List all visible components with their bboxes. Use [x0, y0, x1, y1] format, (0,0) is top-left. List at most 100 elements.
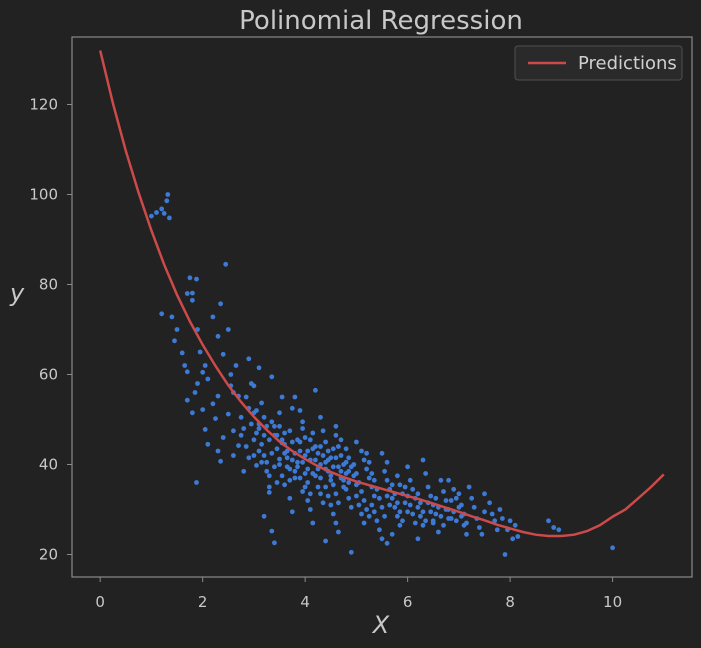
- scatter-point: [272, 464, 277, 470]
- scatter-point: [397, 509, 403, 515]
- scatter-point: [310, 446, 316, 452]
- scatter-point: [333, 455, 339, 461]
- scatter-point: [325, 448, 331, 454]
- scatter-point: [149, 213, 154, 219]
- scatter-point: [464, 520, 469, 526]
- scatter-point: [423, 471, 428, 476]
- scatter-point: [453, 495, 459, 501]
- scatter-point: [264, 468, 270, 474]
- scatter-point: [348, 504, 354, 510]
- scatter-point: [154, 210, 159, 215]
- scatter-point: [282, 430, 287, 436]
- scatter-point: [251, 383, 257, 389]
- scatter-point: [195, 381, 200, 386]
- scatter-point: [338, 437, 344, 443]
- scatter-point: [261, 414, 267, 420]
- scatter-point: [323, 538, 328, 544]
- scatter-point: [194, 480, 199, 485]
- scatter-point: [277, 462, 282, 467]
- scatter-point: [287, 495, 293, 501]
- scatter-point: [471, 504, 477, 510]
- scatter-point: [359, 511, 364, 517]
- scatter-point: [277, 456, 282, 462]
- scatter-point: [423, 518, 428, 524]
- scatter-point: [269, 528, 275, 534]
- scatter-point: [307, 437, 313, 443]
- y-tick-label: 20: [39, 546, 58, 564]
- scatter-point: [389, 495, 395, 501]
- scatter-point: [284, 464, 290, 470]
- scatter-point: [261, 513, 267, 519]
- scatter-point: [248, 421, 254, 427]
- legend-label-predictions: Predictions: [578, 53, 677, 74]
- scatter-point: [346, 468, 352, 474]
- scatter-point: [292, 394, 298, 400]
- scatter-point: [274, 446, 280, 452]
- scatter-point: [410, 486, 416, 492]
- scatter-point: [159, 311, 165, 317]
- scatter-point: [205, 441, 211, 447]
- scatter-point: [243, 394, 249, 400]
- scatter-point: [323, 484, 328, 490]
- scatter-point: [364, 450, 369, 456]
- scatter-point: [169, 314, 175, 320]
- scatter-point: [359, 448, 364, 454]
- scatter-point: [238, 432, 244, 438]
- scatter-point: [223, 261, 229, 267]
- scatter-point: [359, 489, 364, 494]
- scatter-point: [338, 453, 344, 458]
- plot-area: [98, 50, 665, 557]
- scatter-point: [300, 459, 305, 465]
- scatter-point: [313, 473, 318, 479]
- scatter-point: [466, 484, 472, 490]
- scatter-point: [254, 430, 259, 436]
- scatter-point: [397, 522, 403, 528]
- scatter-point: [389, 482, 395, 488]
- scatter-point: [371, 509, 377, 515]
- scatter-point: [190, 410, 195, 416]
- scatter-point: [402, 500, 408, 506]
- scatter-point: [305, 448, 311, 454]
- scatter-point: [225, 411, 231, 417]
- scatter-point: [277, 410, 282, 416]
- scatter-point: [384, 493, 390, 499]
- scatter-point: [190, 297, 195, 303]
- scatter-point: [313, 387, 318, 393]
- scatter-point: [438, 477, 444, 483]
- scatter-point: [261, 432, 267, 438]
- scatter-point: [300, 419, 305, 425]
- scatter-point: [336, 444, 341, 449]
- chart-title: Polinomial Regression: [239, 6, 523, 36]
- scatter-point: [256, 426, 262, 431]
- scatter-point: [161, 211, 167, 216]
- scatter-point: [174, 327, 180, 332]
- scatter-point: [305, 466, 311, 472]
- legend: Predictions: [514, 45, 683, 81]
- scatter-point: [272, 423, 277, 429]
- y-tick-label: 100: [29, 186, 58, 204]
- scatter-point: [320, 500, 326, 506]
- scatter-point: [172, 338, 177, 344]
- scatter-point: [515, 534, 521, 539]
- scatter-point: [318, 444, 323, 449]
- scatter-point: [295, 464, 300, 470]
- x-tick-label: 0: [95, 593, 105, 611]
- x-tick-label: 4: [300, 593, 310, 611]
- scatter-point: [179, 350, 185, 356]
- scatter-point: [395, 473, 400, 479]
- scatter-point: [256, 365, 262, 371]
- scatter-point: [277, 423, 282, 429]
- scatter-point: [469, 495, 475, 501]
- scatter-point: [320, 453, 326, 458]
- scatter-point: [382, 513, 387, 519]
- scatter-point: [366, 475, 372, 481]
- axes-frame: [71, 36, 693, 578]
- scatter-point: [187, 275, 193, 281]
- scatter-point: [346, 495, 352, 501]
- y-tick-label: 120: [29, 96, 58, 114]
- scatter-point: [295, 459, 300, 465]
- scatter-point: [364, 507, 369, 512]
- scatter-point: [289, 509, 295, 515]
- scatter-point: [184, 397, 190, 403]
- scatter-point: [397, 482, 403, 488]
